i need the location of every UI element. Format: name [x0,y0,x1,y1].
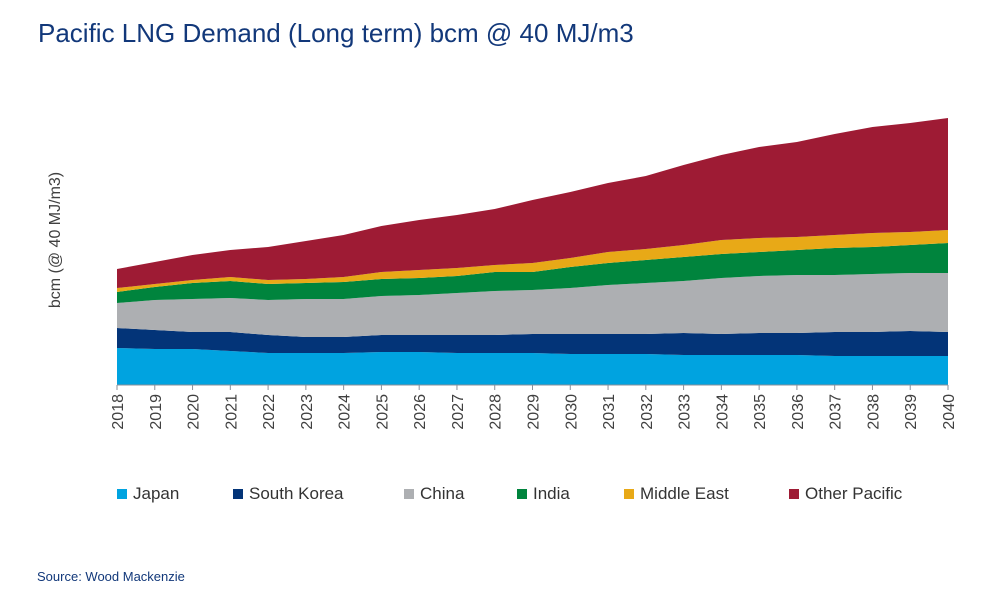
x-tick-label: 2020 [186,394,203,430]
legend-swatch [789,489,799,499]
legend: Japan South Korea China India Middle Eas… [0,484,1000,506]
x-tick-label: 2023 [299,394,316,430]
x-tick-label: 2034 [714,394,731,430]
x-ticks: 2018 2019 2020 2021 2022 2023 2024 2025 2026 2027… [110,385,958,430]
y-axis-label: bcm (@ 40 MJ/m3) [47,172,64,308]
legend-item-india: India [517,484,570,504]
legend-label: Other Pacific [805,484,903,503]
x-tick-label: 2027 [450,394,467,430]
x-tick-label: 2028 [488,394,505,430]
legend-swatch [624,489,634,499]
legend-swatch [117,489,127,499]
legend-swatch [233,489,243,499]
x-tick-label: 2036 [790,394,807,430]
area-china [117,273,948,337]
x-tick-label: 2022 [261,394,278,430]
legend-swatch [404,489,414,499]
x-tick-label: 2035 [752,394,769,430]
x-tick-label: 2026 [412,394,429,430]
legend-swatch [517,489,527,499]
area-india [117,243,948,303]
x-tick-label: 2018 [110,394,127,430]
x-tick-label: 2038 [865,394,882,430]
x-tick-label: 2030 [563,394,580,430]
legend-label: China [420,484,465,503]
x-tick-label: 2019 [148,394,165,430]
x-tick-label: 2039 [903,394,920,430]
x-tick-label: 2025 [374,394,391,430]
legend-label: Middle East [640,484,729,503]
area-south-korea [117,328,948,356]
source-note: Source: Wood Mackenzie [37,569,185,584]
x-tick-label: 2029 [526,394,543,430]
legend-label: Japan [133,484,180,503]
x-tick-label: 2031 [601,394,618,430]
legend-item-middle-east: Middle East [624,484,729,504]
legend-label: India [533,484,570,503]
area-japan [117,348,948,385]
x-tick-label: 2024 [337,394,354,430]
x-tick-label: 2037 [828,394,845,430]
x-tick-label: 2040 [941,394,958,430]
area-middle-east [117,230,948,292]
legend-label: South Korea [249,484,344,503]
chart-title: Pacific LNG Demand (Long term) bcm @ 40 … [38,18,634,48]
legend-item-china: China [404,484,464,504]
areas-layer [117,118,948,385]
area-other-pacific [117,118,948,288]
x-tick-label: 2021 [223,394,240,430]
legend-item-south-korea: South Korea [233,484,344,504]
legend-item-japan: Japan [117,484,179,504]
x-tick-label: 2033 [677,394,694,430]
x-tick-label: 2032 [639,394,656,430]
legend-item-other-pacific: Other Pacific [789,484,902,504]
